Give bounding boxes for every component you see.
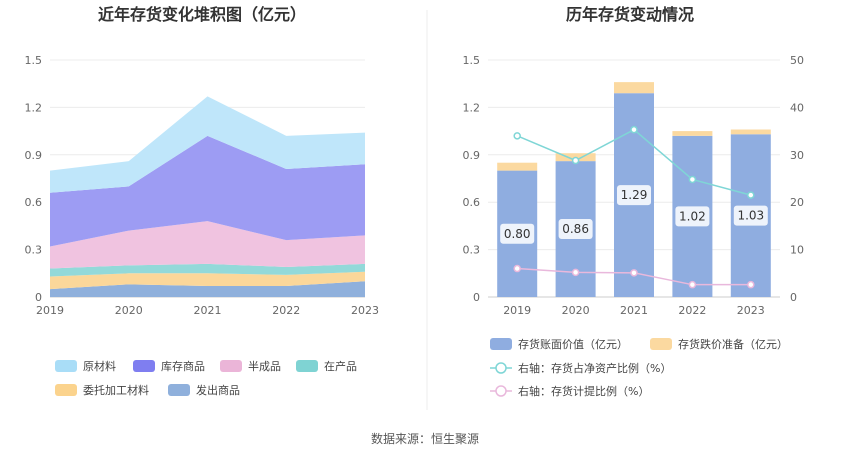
right-left-y-tick-label: 0.6 bbox=[463, 196, 481, 209]
bar-value-label: 0.80 bbox=[504, 227, 531, 241]
right-x-tick-label: 2023 bbox=[737, 304, 765, 317]
area-series-4 bbox=[50, 221, 365, 269]
left-x-tick-label: 2023 bbox=[351, 304, 379, 317]
bar-impairment bbox=[730, 129, 771, 135]
line-point bbox=[571, 156, 580, 165]
left-y-tick-label: 1.5 bbox=[25, 54, 43, 67]
bar-value-label-bg bbox=[617, 185, 651, 206]
right-bar-labels: 0.80 0.86 1.29 1.02 1.03 bbox=[500, 185, 768, 244]
right-left-y-tick-label: 0 bbox=[473, 291, 480, 304]
area-series-2 bbox=[50, 271, 365, 290]
bar-line-chart: 历年存货变动情况 0.80 0.86 1.29 1.02 1.03 0 0.3 0.6 0.9… bbox=[463, 5, 805, 398]
right-left-y-tick-label: 1.5 bbox=[463, 54, 481, 67]
left-x-tick-label: 2019 bbox=[36, 304, 64, 317]
left-y-tick-label: 0 bbox=[35, 291, 42, 304]
bar-value-label-bg bbox=[500, 223, 535, 244]
legend-label: 右轴：存货计提比例（%） bbox=[518, 384, 649, 398]
legend-swatch bbox=[133, 360, 155, 372]
legend-label: 存货跌价准备（亿元） bbox=[678, 337, 788, 351]
right-right-y-tick-label: 20 bbox=[790, 196, 804, 209]
legend-swatch bbox=[55, 384, 77, 396]
left-x-tick-label: 2020 bbox=[115, 304, 143, 317]
bar-impairment bbox=[672, 131, 713, 136]
left-x-ticks: 2019 2020 2021 2022 2023 bbox=[36, 304, 379, 317]
line-point bbox=[688, 280, 697, 289]
left-y-tick-label: 1.2 bbox=[25, 101, 43, 114]
stacked-area-chart: 近年存货变化堆积图（亿元） 00.30.60.91.21.5 2019 2020 2… bbox=[25, 5, 380, 397]
left-y-tick-label: 0.3 bbox=[25, 244, 43, 257]
legend-swatch bbox=[490, 338, 512, 350]
line-point bbox=[688, 175, 697, 184]
right-legend: 存货账面价值（亿元） 存货跌价准备（亿元） 右轴：存货占净资产比例（%） 右轴：存货计… bbox=[490, 337, 788, 398]
legend-line-marker bbox=[495, 385, 507, 397]
left-y-ticks: 0 0.3 0.6 0.9 1.2 1.5 bbox=[25, 54, 43, 304]
legend-swatch bbox=[55, 360, 77, 372]
legend-label: 存货账面价值（亿元） bbox=[518, 337, 628, 351]
bar-impairment bbox=[614, 82, 654, 94]
line-point bbox=[513, 132, 521, 140]
right-left-y-tick-label: 0.9 bbox=[463, 149, 481, 162]
line-point bbox=[747, 191, 755, 199]
legend-label: 在产品 bbox=[324, 359, 357, 373]
bar-value-label: 1.02 bbox=[679, 209, 706, 223]
bar-value-label: 0.86 bbox=[562, 222, 589, 236]
left-x-tick-label: 2022 bbox=[272, 304, 300, 317]
left-area-layers bbox=[50, 96, 365, 297]
bar-value-label-bg bbox=[733, 205, 768, 226]
right-left-y-tick-label: 0.3 bbox=[463, 244, 481, 257]
area-series-5 bbox=[50, 135, 365, 247]
legend-swatch bbox=[650, 338, 672, 350]
right-right-y-tick-label: 50 bbox=[790, 54, 804, 67]
bar-impairment bbox=[497, 162, 538, 171]
left-x-tick-label: 2021 bbox=[194, 304, 222, 317]
left-y-tick-label: 0.6 bbox=[25, 196, 43, 209]
right-lines bbox=[513, 125, 755, 289]
legend-label: 发出商品 bbox=[196, 383, 240, 397]
right-right-y-tick-label: 10 bbox=[790, 244, 804, 257]
legend-swatch bbox=[168, 384, 190, 396]
legend-line-marker bbox=[495, 362, 507, 374]
line-point bbox=[747, 280, 755, 289]
bar-value-label: 1.03 bbox=[737, 209, 764, 223]
line-point bbox=[513, 264, 521, 273]
right-x-tick-label: 2022 bbox=[678, 304, 706, 317]
legend-label: 原材料 bbox=[83, 359, 116, 373]
legend-label: 右轴：存货占净资产比例（%） bbox=[518, 361, 671, 375]
right-x-tick-label: 2021 bbox=[620, 304, 648, 317]
area-series-6 bbox=[50, 96, 365, 193]
right-right-y-tick-label: 40 bbox=[790, 101, 804, 114]
line-point bbox=[571, 268, 580, 277]
right-right-y-tick-label: 0 bbox=[790, 291, 797, 304]
line-point bbox=[630, 125, 638, 134]
line-point bbox=[630, 269, 638, 277]
legend-swatch bbox=[296, 360, 318, 372]
data-source: 数据来源：恒生聚源 bbox=[371, 431, 479, 446]
right-chart-title: 历年存货变动情况 bbox=[566, 5, 694, 24]
right-x-ticks: 2019 2020 2021 2022 2023 bbox=[503, 304, 765, 317]
area-series-1 bbox=[50, 281, 365, 297]
legend-swatch bbox=[220, 360, 242, 372]
right-x-tick-label: 2019 bbox=[503, 304, 531, 317]
bar-value-label-bg bbox=[675, 206, 710, 227]
right-left-y-tick-label: 1.2 bbox=[463, 101, 481, 114]
legend-label: 库存商品 bbox=[161, 359, 205, 373]
right-right-y-tick-label: 30 bbox=[790, 149, 804, 162]
right-y-ticks: 0 0.3 0.6 0.9 1.2 1.5 0 10 20 30 40 50 bbox=[463, 54, 805, 304]
left-chart-title: 近年存货变化堆积图（亿元） bbox=[98, 5, 306, 24]
left-y-tick-label: 0.9 bbox=[25, 149, 43, 162]
right-x-tick-label: 2020 bbox=[562, 304, 590, 317]
legend-label: 半成品 bbox=[248, 359, 281, 373]
bar-value-label: 1.29 bbox=[621, 188, 648, 202]
bar-value-label-bg bbox=[558, 219, 593, 240]
legend-label: 委托加工材料 bbox=[83, 383, 149, 397]
